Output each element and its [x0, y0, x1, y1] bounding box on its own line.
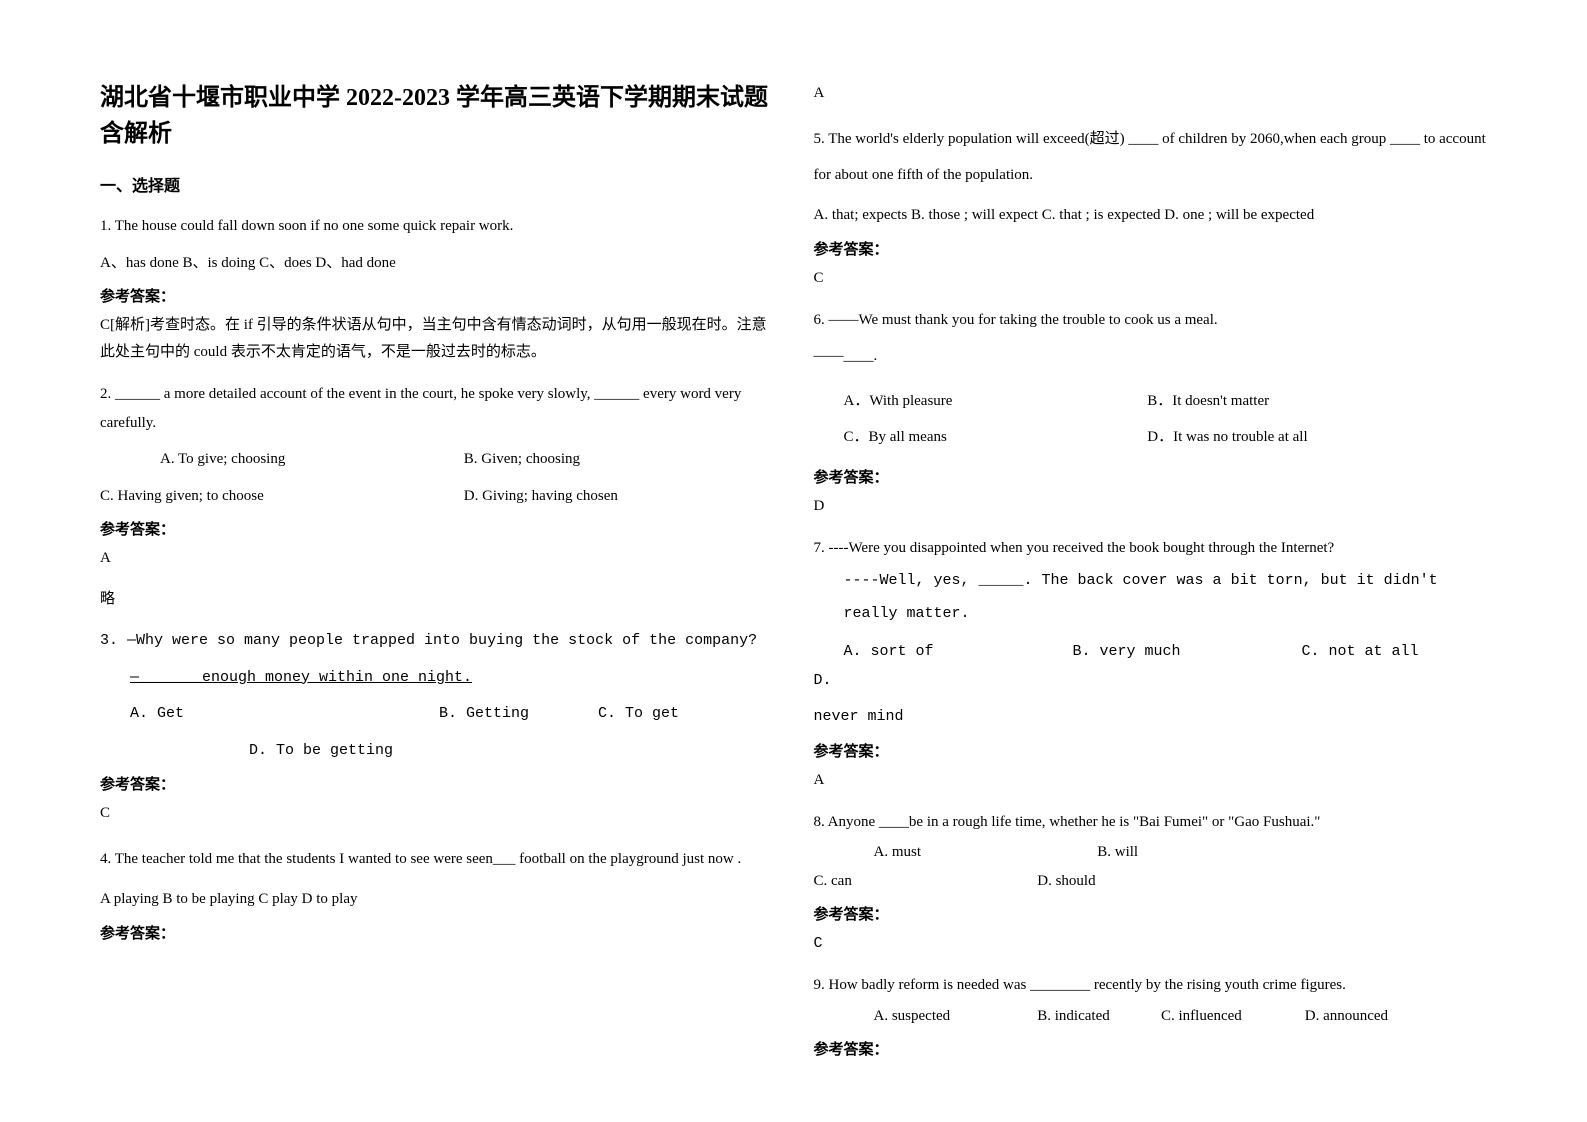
q3-optD: D. To be getting	[249, 742, 393, 759]
q7-optB: B. very much	[1073, 638, 1293, 667]
q3-answer: C	[100, 800, 774, 827]
q6-options-row1: A．With pleasure B．It doesn't matter	[814, 387, 1488, 416]
q6-optB: B．It doesn't matter	[1147, 393, 1269, 409]
q3-options-row2: D. To be getting	[100, 737, 774, 766]
q5-answer: C	[814, 265, 1488, 292]
q4-answer: A	[814, 80, 1488, 107]
q5-options: A. that; expects B. those ; will expect …	[814, 201, 1488, 230]
q6-stem2: ——____.	[814, 342, 1488, 371]
q4-stem: 4. The teacher told me that the students…	[100, 841, 774, 877]
q8-answer-label: 参考答案：	[814, 903, 1488, 924]
q8-optC: C. can	[814, 867, 1034, 896]
q9-optB: B. indicated	[1037, 1002, 1157, 1031]
q8-answer: C	[814, 930, 1488, 957]
q9-options: A. suspected B. indicated C. influenced …	[814, 1002, 1488, 1031]
q9-optC: C. influenced	[1161, 1002, 1301, 1031]
q1-stem: 1. The house could fall down soon if no …	[100, 212, 774, 241]
q3-options-row1: A. Get B. Getting C. To get	[100, 700, 774, 729]
q2-answer-label: 参考答案：	[100, 518, 774, 539]
q7-answer: A	[814, 767, 1488, 794]
q3-stem: 3. —Why were so many people trapped into…	[100, 627, 774, 656]
q3-answer-label: 参考答案：	[100, 773, 774, 794]
q7-options: A. sort of B. very much C. not at all D.	[814, 638, 1488, 695]
q9-answer-label: 参考答案：	[814, 1038, 1488, 1059]
q9-stem: 9. How badly reform is needed was ______…	[814, 971, 1488, 1000]
q1-answer-label: 参考答案：	[100, 285, 774, 306]
q3-stem2: —_______enough money within one night.	[130, 669, 472, 686]
section-heading: 一、选择题	[100, 172, 774, 196]
q6-optC: C．By all means	[814, 423, 1144, 452]
document-title: 湖北省十堰市职业中学 2022-2023 学年高三英语下学期期末试题含解析	[100, 80, 774, 152]
q1-answer: C[解析]考查时态。在 if 引导的条件状语从句中，当主句中含有情态动词时，从句…	[100, 312, 774, 366]
q2-answer1: A	[100, 545, 774, 572]
q2-stem: 2. ______ a more detailed account of the…	[100, 380, 774, 437]
q8-optA: A. must	[814, 838, 1094, 867]
q5-answer-label: 参考答案：	[814, 238, 1488, 259]
q3-optA: A. Get	[100, 700, 430, 729]
q2-optD: D. Giving; having chosen	[464, 488, 618, 504]
q2-answer2: 略	[100, 586, 774, 613]
q2-options-row1: A. To give; choosing B. Given; choosing	[100, 445, 774, 474]
q2-optB: B. Given; choosing	[464, 451, 580, 467]
q6-optD: D．It was no trouble at all	[1147, 429, 1307, 445]
q2-options-row2: C. Having given; to choose D. Giving; ha…	[100, 482, 774, 511]
q7-optA: A. sort of	[814, 638, 1064, 667]
q6-options-row2: C．By all means D．It was no trouble at al…	[814, 423, 1488, 452]
q3-stem2-wrap: —_______enough money within one night.	[100, 664, 774, 693]
q4-options: A playing B to be playing C play D to pl…	[100, 885, 774, 914]
q1-options: A、has done B、is doing C、does D、had done	[100, 249, 774, 278]
q6-optA: A．With pleasure	[814, 387, 1144, 416]
q9-optA: A. suspected	[814, 1002, 1034, 1031]
q5-stem: 5. The world's elderly population will e…	[814, 121, 1488, 193]
q7-answer-label: 参考答案：	[814, 740, 1488, 761]
q6-stem: 6. ——We must thank you for taking the tr…	[814, 306, 1488, 335]
q7-optC: C. not at all	[1302, 638, 1482, 667]
right-column: A 5. The world's elderly population will…	[814, 80, 1488, 1065]
q8-optD: D. should	[1037, 873, 1095, 889]
q8-optB: B. will	[1097, 838, 1317, 867]
q6-answer: D	[814, 493, 1488, 520]
q7-stem2: ----Well, yes, _____. The back cover was…	[814, 564, 1488, 630]
q9-optD: D. announced	[1305, 1008, 1388, 1024]
q3-optB: B. Getting	[439, 700, 589, 729]
q8-options: A. must B. will C. can D. should	[814, 838, 1488, 895]
q8-stem: 8. Anyone ____be in a rough life time, w…	[814, 808, 1488, 837]
q3-optC: C. To get	[598, 705, 679, 722]
q7-options-tail: never mind	[814, 703, 1488, 732]
q2-optC: C. Having given; to choose	[100, 482, 460, 511]
q7-stem: 7. ----Were you disappointed when you re…	[814, 534, 1488, 563]
q6-answer-label: 参考答案：	[814, 466, 1488, 487]
q2-optA: A. To give; choosing	[100, 445, 460, 474]
page: 湖北省十堰市职业中学 2022-2023 学年高三英语下学期期末试题含解析 一、…	[0, 0, 1587, 1105]
q7-optD-prefix: D.	[814, 672, 832, 689]
left-column: 湖北省十堰市职业中学 2022-2023 学年高三英语下学期期末试题含解析 一、…	[100, 80, 774, 1065]
q4-answer-label: 参考答案：	[100, 922, 774, 943]
